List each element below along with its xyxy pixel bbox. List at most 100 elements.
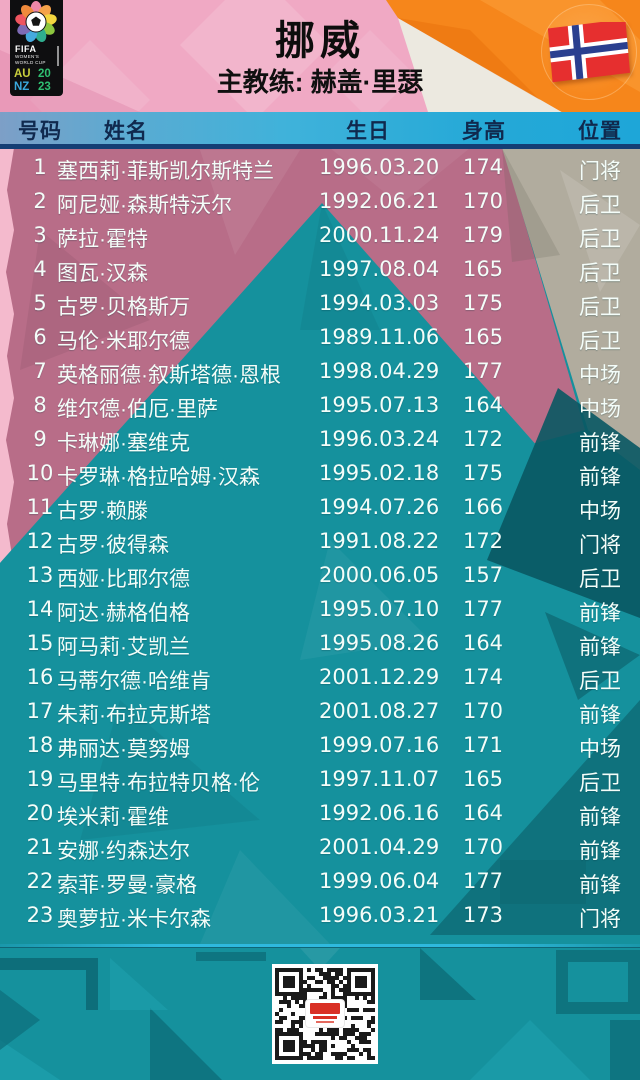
wwc-emblem-icon: [15, 1, 57, 42]
logo-nz: NZ: [14, 80, 30, 93]
row-birthday: 1998.04.29: [319, 359, 440, 383]
bg-shape: [196, 952, 266, 961]
row-position: 后卫: [579, 670, 621, 693]
column-label-birthday: 生日: [346, 120, 390, 143]
row-height: 164: [462, 631, 504, 655]
table-row: 12 古罗·彼得森 1991.08.22 172 门将: [0, 524, 640, 558]
table-row: 13 西娅·比耶尔德 2000.06.05 157 后卫: [0, 558, 640, 592]
logo-fifa-text: FIFA: [15, 44, 37, 54]
row-position: 前锋: [579, 636, 621, 659]
column-label-name: 姓名: [104, 120, 148, 143]
row-height: 175: [462, 291, 504, 315]
table-row: 23 奥萝拉·米卡尔森 1996.03.21 173 门将: [0, 898, 640, 932]
row-name: 古罗·贝格斯万: [57, 296, 190, 319]
qr-center-logo: [306, 1000, 344, 1027]
row-name: 马伦·米耶尔德: [57, 330, 190, 353]
row-birthday: 1996.03.21: [319, 903, 440, 927]
coach-line: 主教练: 赫盖·里瑟: [216, 67, 424, 97]
row-name: 古罗·彼得森: [57, 534, 169, 557]
row-number: 2: [33, 189, 47, 213]
row-name: 塞西莉·菲斯凯尔斯特兰: [57, 160, 274, 183]
bg-shape: [568, 962, 628, 1002]
row-position: 前锋: [579, 602, 621, 625]
table-row: 21 安娜·约森达尔 2001.04.29 170 前锋: [0, 830, 640, 864]
page-title: 挪威: [275, 19, 365, 63]
column-label-number: 号码: [18, 120, 62, 143]
qr-logo-mark: [310, 1003, 340, 1014]
row-birthday: 1995.07.10: [319, 597, 440, 621]
row-position: 后卫: [579, 772, 621, 795]
logo-womens-text: WOMEN'S: [15, 54, 40, 59]
row-name: 弗丽达·莫努姆: [57, 738, 190, 761]
bottom-divider-shadow: [0, 947, 640, 948]
column-label-position: 位置: [578, 120, 622, 143]
row-height: 166: [462, 495, 504, 519]
row-name: 阿达·赫格伯格: [57, 602, 190, 625]
table-row: 14 阿达·赫格伯格 1995.07.10 177 前锋: [0, 592, 640, 626]
row-position: 中场: [579, 738, 621, 761]
table-row: 6 马伦·米耶尔德 1989.11.06 165 后卫: [0, 320, 640, 354]
row-height: 165: [462, 767, 504, 791]
row-name: 阿马莉·艾凯兰: [57, 636, 190, 659]
row-position: 前锋: [579, 466, 621, 489]
row-position: 后卫: [579, 228, 621, 251]
row-height: 171: [462, 733, 504, 757]
row-height: 157: [462, 563, 504, 587]
row-birthday: 2001.04.29: [319, 835, 440, 859]
row-name: 卡琳娜·塞维克: [57, 432, 190, 455]
row-birthday: 1994.07.26: [319, 495, 440, 519]
bottom-divider: [0, 944, 640, 947]
row-birthday: 2001.12.29: [319, 665, 440, 689]
row-number: 3: [33, 223, 47, 247]
row-name: 马蒂尔德·哈维肯: [57, 670, 211, 693]
row-birthday: 1995.07.13: [319, 393, 440, 417]
table-row: 20 埃米莉·霍维 1992.06.16 164 前锋: [0, 796, 640, 830]
row-birthday: 1992.06.21: [319, 189, 440, 213]
row-number: 13: [26, 563, 54, 587]
row-height: 165: [462, 325, 504, 349]
row-height: 172: [462, 427, 504, 451]
table-row: 7 英格丽德·叙斯塔德·恩根 1998.04.29 177 中场: [0, 354, 640, 388]
table-row: 8 维尔德·伯厄·里萨 1995.07.13 164 中场: [0, 388, 640, 422]
row-birthday: 2000.11.24: [319, 223, 440, 247]
row-number: 12: [26, 529, 54, 553]
row-position: 前锋: [579, 840, 621, 863]
row-height: 173: [462, 903, 504, 927]
row-number: 5: [33, 291, 47, 315]
table-row: 3 萨拉·霍特 2000.11.24 179 后卫: [0, 218, 640, 252]
row-height: 170: [462, 835, 504, 859]
row-position: 门将: [579, 534, 621, 557]
logo-23: 23: [38, 80, 51, 93]
row-number: 10: [26, 461, 54, 485]
table-row: 22 索菲·罗曼·豪格 1999.06.04 177 前锋: [0, 864, 640, 898]
row-birthday: 1991.08.22: [319, 529, 440, 553]
row-birthday: 1992.06.16: [319, 801, 440, 825]
row-position: 后卫: [579, 330, 621, 353]
row-position: 后卫: [579, 296, 621, 319]
row-name: 萨拉·霍特: [57, 228, 148, 251]
table-row: 10 卡罗琳·格拉哈姆·汉森 1995.02.18 175 前锋: [0, 456, 640, 490]
row-position: 门将: [579, 908, 621, 931]
row-birthday: 1995.02.18: [319, 461, 440, 485]
row-height: 165: [462, 257, 504, 281]
row-height: 174: [462, 665, 504, 689]
logo-20: 20: [38, 68, 51, 80]
row-name: 安娜·约森达尔: [57, 840, 190, 863]
row-number: 17: [26, 699, 54, 723]
row-number: 8: [33, 393, 47, 417]
row-height: 177: [462, 597, 504, 621]
row-number: 20: [26, 801, 54, 825]
bg-shape: [610, 1020, 640, 1080]
qr-modules: [275, 968, 375, 1060]
row-number: 23: [26, 903, 54, 927]
row-birthday: 1997.11.07: [319, 767, 440, 791]
row-height: 164: [462, 393, 504, 417]
row-number: 18: [26, 733, 54, 757]
row-position: 中场: [579, 364, 621, 387]
logo-side-mark: [57, 46, 59, 66]
row-number: 4: [33, 257, 47, 281]
table-row: 17 朱莉·布拉克斯塔 2001.08.27 170 前锋: [0, 694, 640, 728]
qr-logo-subline: [316, 1021, 334, 1023]
row-birthday: 1999.07.16: [319, 733, 440, 757]
